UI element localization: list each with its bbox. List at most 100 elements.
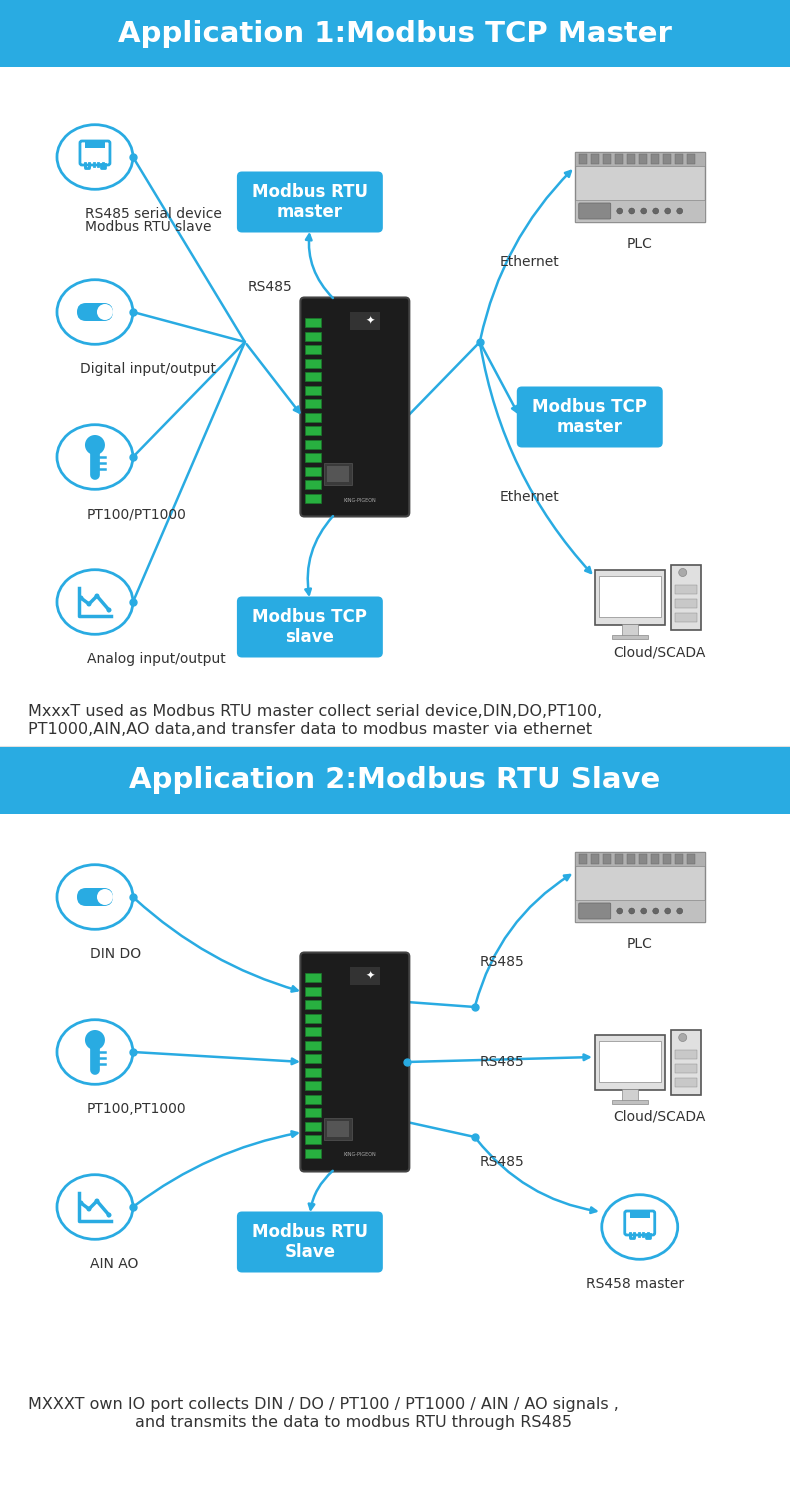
Bar bbox=[306, 467, 322, 476]
Circle shape bbox=[97, 304, 113, 320]
Text: Analog input/output: Analog input/output bbox=[87, 653, 226, 666]
Bar bbox=[0, 0, 790, 67]
Circle shape bbox=[677, 208, 683, 214]
Bar bbox=[306, 427, 322, 436]
Text: RS485: RS485 bbox=[247, 280, 292, 293]
Bar bbox=[663, 853, 671, 864]
Bar bbox=[599, 1040, 660, 1081]
Bar bbox=[306, 1108, 322, 1117]
Circle shape bbox=[679, 569, 687, 576]
Text: Modbus TCP
slave: Modbus TCP slave bbox=[253, 608, 367, 647]
Bar bbox=[306, 1027, 322, 1036]
FancyBboxPatch shape bbox=[237, 1211, 383, 1272]
Ellipse shape bbox=[57, 1019, 133, 1084]
Bar bbox=[611, 635, 648, 639]
Circle shape bbox=[107, 1213, 111, 1217]
Ellipse shape bbox=[602, 1195, 678, 1259]
Text: PT100/PT1000: PT100/PT1000 bbox=[87, 507, 187, 521]
Bar bbox=[675, 154, 683, 165]
Bar bbox=[306, 1054, 322, 1063]
Bar bbox=[595, 569, 664, 624]
Circle shape bbox=[641, 208, 647, 214]
Circle shape bbox=[664, 208, 671, 214]
Bar bbox=[306, 317, 322, 326]
Bar bbox=[327, 466, 349, 482]
Bar bbox=[0, 747, 790, 814]
Circle shape bbox=[86, 1207, 92, 1211]
Bar bbox=[575, 852, 705, 865]
Text: KING-PIGEON: KING-PIGEON bbox=[344, 1153, 376, 1157]
Bar bbox=[575, 153, 705, 222]
Circle shape bbox=[107, 608, 111, 612]
Bar bbox=[306, 331, 322, 340]
Text: Modbus TCP
master: Modbus TCP master bbox=[532, 398, 647, 437]
Bar bbox=[626, 853, 634, 864]
Circle shape bbox=[86, 602, 92, 606]
Text: RS485 serial device: RS485 serial device bbox=[85, 207, 222, 222]
Text: RS458 master: RS458 master bbox=[585, 1277, 684, 1290]
Bar bbox=[651, 853, 659, 864]
Bar bbox=[306, 454, 322, 463]
Text: AIN AO: AIN AO bbox=[90, 1257, 138, 1271]
Text: DIN DO: DIN DO bbox=[90, 948, 141, 961]
Text: KING-PIGEON: KING-PIGEON bbox=[344, 497, 376, 503]
Bar bbox=[595, 1034, 664, 1090]
FancyBboxPatch shape bbox=[77, 888, 113, 906]
Text: RS485: RS485 bbox=[480, 1055, 525, 1069]
Bar bbox=[306, 1121, 322, 1130]
Bar bbox=[575, 201, 705, 222]
Circle shape bbox=[679, 1033, 687, 1042]
Bar bbox=[306, 413, 322, 422]
Text: and transmits the data to modbus RTU through RS485: and transmits the data to modbus RTU thr… bbox=[135, 1415, 572, 1430]
Bar bbox=[306, 1040, 322, 1049]
Bar bbox=[306, 1094, 322, 1103]
Text: Modbus RTU slave: Modbus RTU slave bbox=[85, 220, 212, 234]
Bar bbox=[306, 481, 322, 490]
FancyBboxPatch shape bbox=[237, 172, 383, 232]
Ellipse shape bbox=[57, 280, 133, 344]
FancyBboxPatch shape bbox=[300, 952, 409, 1172]
Bar bbox=[687, 154, 694, 165]
FancyBboxPatch shape bbox=[237, 596, 383, 657]
Text: Digital input/output: Digital input/output bbox=[80, 362, 216, 376]
Bar bbox=[306, 1135, 322, 1144]
Bar bbox=[306, 1067, 322, 1076]
Bar bbox=[651, 154, 659, 165]
Bar bbox=[687, 853, 694, 864]
Bar bbox=[306, 973, 322, 982]
Circle shape bbox=[85, 436, 105, 455]
Text: ✦: ✦ bbox=[365, 970, 374, 981]
Text: Ethernet: Ethernet bbox=[500, 490, 559, 504]
Text: Modbus RTU
master: Modbus RTU master bbox=[252, 183, 368, 222]
Bar bbox=[591, 154, 599, 165]
Bar bbox=[675, 612, 697, 621]
Bar bbox=[306, 1013, 322, 1022]
Circle shape bbox=[95, 593, 100, 599]
Bar bbox=[615, 853, 623, 864]
Bar bbox=[575, 900, 705, 922]
Circle shape bbox=[641, 909, 647, 915]
Bar bbox=[599, 575, 660, 617]
Text: MXXXT own IO port collects DIN / DO / PT100 / PT1000 / AIN / AO signals ,: MXXXT own IO port collects DIN / DO / PT… bbox=[28, 1397, 619, 1412]
FancyBboxPatch shape bbox=[77, 302, 113, 320]
Circle shape bbox=[677, 909, 683, 915]
Bar bbox=[306, 494, 322, 503]
Bar bbox=[663, 154, 671, 165]
Bar bbox=[306, 358, 322, 367]
Bar bbox=[325, 1117, 352, 1139]
Bar bbox=[615, 154, 623, 165]
Ellipse shape bbox=[57, 124, 133, 189]
Bar bbox=[0, 67, 790, 747]
Bar bbox=[611, 1099, 648, 1103]
Ellipse shape bbox=[57, 1175, 133, 1240]
Bar bbox=[675, 584, 697, 593]
Text: ✦: ✦ bbox=[365, 316, 374, 325]
Ellipse shape bbox=[57, 570, 133, 635]
Bar bbox=[622, 623, 638, 636]
Text: PT100,PT1000: PT100,PT1000 bbox=[87, 1102, 186, 1115]
Bar bbox=[591, 853, 599, 864]
Circle shape bbox=[653, 909, 659, 915]
Circle shape bbox=[664, 909, 671, 915]
Bar bbox=[575, 852, 705, 922]
Text: Application 2:Modbus RTU Slave: Application 2:Modbus RTU Slave bbox=[130, 766, 660, 795]
